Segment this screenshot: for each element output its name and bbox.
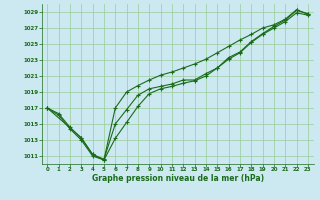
X-axis label: Graphe pression niveau de la mer (hPa): Graphe pression niveau de la mer (hPa) — [92, 174, 264, 183]
